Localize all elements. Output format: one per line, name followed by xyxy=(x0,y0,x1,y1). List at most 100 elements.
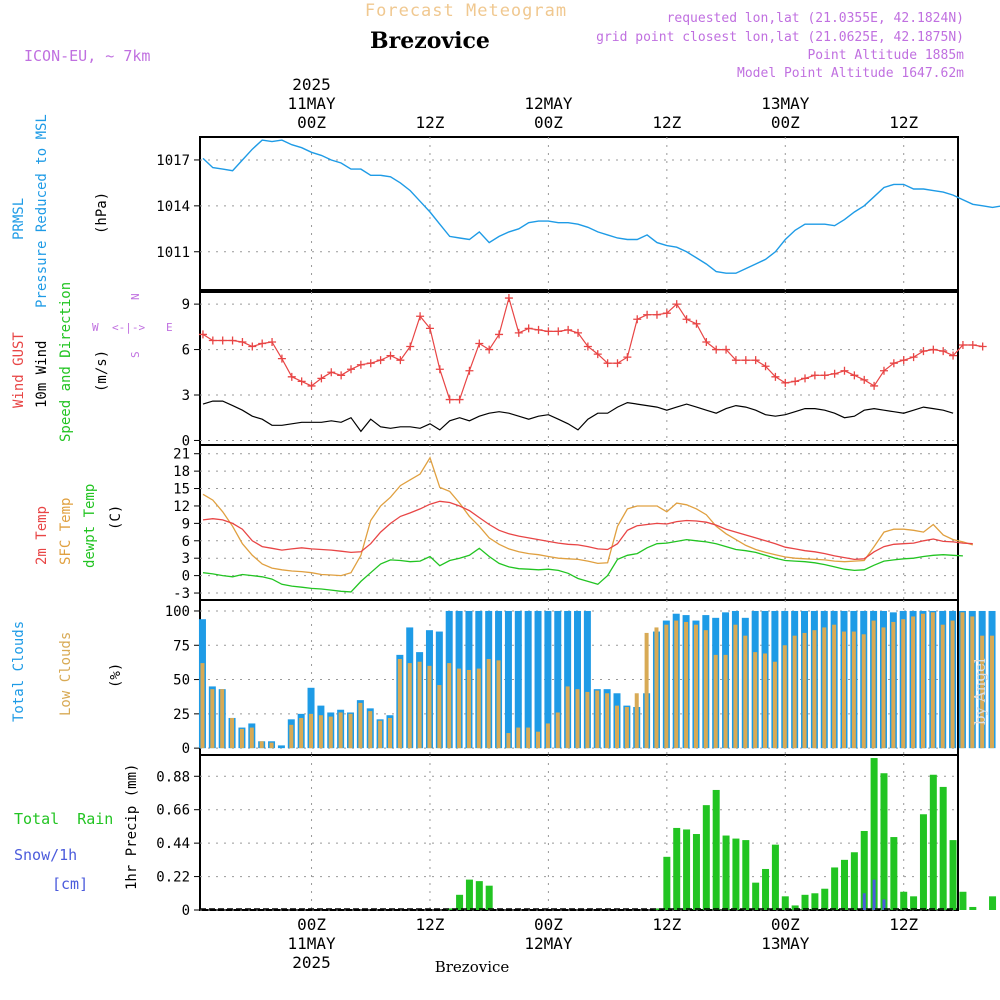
gust-label: Wind GUST xyxy=(11,332,27,408)
compass-s: S xyxy=(129,351,142,358)
rain-bar xyxy=(831,867,839,910)
rain-bar xyxy=(762,868,770,910)
rain-bar xyxy=(989,896,997,910)
low-cloud-bar xyxy=(634,693,639,749)
time-label: 11MAY xyxy=(287,94,336,113)
low-cloud-bar xyxy=(387,717,392,749)
low-cloud-bar xyxy=(397,658,402,749)
rain-bar xyxy=(781,896,789,910)
gust-marker xyxy=(751,356,760,365)
low-cloud-bar xyxy=(595,690,600,749)
y-tick-label: 0.88 xyxy=(156,769,190,785)
compass-arrows: <-|-> xyxy=(112,321,145,334)
low-cloud-bar xyxy=(447,663,452,749)
gust-marker xyxy=(228,336,237,345)
gust-marker xyxy=(574,328,583,337)
precip-labels: Total Rain Snow/1h [cm] 1hr Precip (mm) xyxy=(14,764,140,893)
gust-marker xyxy=(939,347,948,356)
y-tick-label: 0 xyxy=(182,903,190,919)
gust-marker xyxy=(682,315,691,324)
gust-marker xyxy=(791,377,800,386)
gust-marker xyxy=(307,381,316,390)
gust-marker xyxy=(603,359,612,368)
snow-unit: [cm] xyxy=(52,875,88,893)
low-cloud-bar xyxy=(259,741,264,749)
rain-bar xyxy=(653,908,661,910)
wind-unit: (m/s) xyxy=(94,350,110,392)
gust-marker xyxy=(198,330,207,339)
model-label: ICON-EU, ~ 7km xyxy=(24,47,150,65)
time-label: 2025 xyxy=(292,75,331,94)
low-cloud-bar xyxy=(269,742,274,749)
gust-marker xyxy=(889,359,898,368)
gust-marker xyxy=(741,356,750,365)
low-cloud-bar xyxy=(358,702,363,749)
low-cloud-bar xyxy=(654,627,659,749)
y-tick-label: 6 xyxy=(182,534,190,550)
low-cloud-bar xyxy=(624,706,629,749)
wind-speed-line xyxy=(202,400,954,433)
y-tick-label: 0.44 xyxy=(156,836,190,852)
low-cloud-bar xyxy=(486,658,491,749)
snow-legend: Snow/1h xyxy=(14,846,77,864)
rain-bar xyxy=(919,814,927,910)
low-cloud-bar xyxy=(693,624,698,749)
low-cloud-bar xyxy=(506,733,511,749)
compass-w: W xyxy=(92,321,99,334)
total-cloud-bar xyxy=(544,610,552,749)
rain-bar xyxy=(949,840,957,910)
y-tick-label: 3 xyxy=(182,551,190,567)
gust-marker xyxy=(583,342,592,351)
gust-marker xyxy=(929,345,938,354)
rain-bar xyxy=(860,830,868,910)
low-cloud-bar xyxy=(368,711,373,749)
low-cloud-bar xyxy=(930,612,935,749)
low-cloud-bar xyxy=(911,616,916,749)
gust-marker xyxy=(218,336,227,345)
low-cloud-bar xyxy=(822,627,827,749)
y-tick-label: 50 xyxy=(173,673,190,689)
low-cloud-bar xyxy=(575,689,580,749)
gust-marker xyxy=(623,353,632,362)
time-label: 11MAY xyxy=(287,934,336,953)
low-cloud-bar xyxy=(743,635,748,749)
y-tick-label: 1017 xyxy=(156,153,190,169)
gust-line xyxy=(202,295,983,401)
rain-bar xyxy=(663,856,671,910)
credit-watermark: by Angel xyxy=(971,658,989,725)
y-tick-label: 0 xyxy=(182,741,190,757)
gust-marker xyxy=(879,366,888,375)
rain-bar xyxy=(791,905,799,910)
pressure-panel: 1011 1014 1017 xyxy=(156,136,1000,291)
time-label: 13MAY xyxy=(761,94,810,113)
y-tick-label: 12 xyxy=(173,499,190,515)
compass-e: E xyxy=(166,321,173,334)
rain-bar xyxy=(742,840,750,910)
temp-dewpt-label: dewpt Temp xyxy=(82,484,98,568)
rain-bar xyxy=(456,894,464,910)
low-cloud-bar xyxy=(565,686,570,749)
snow-bar xyxy=(882,899,886,910)
time-label: 2025 xyxy=(292,953,331,972)
precip-ylabel: 1hr Precip (mm) xyxy=(124,764,140,890)
low-cloud-bar xyxy=(309,713,314,749)
y-tick-label: 15 xyxy=(173,482,190,498)
low-cloud-bar xyxy=(230,717,235,749)
y-tick-label: 9 xyxy=(182,516,190,532)
dewpoint-line xyxy=(202,538,963,593)
snow-bar xyxy=(862,893,866,910)
gust-marker xyxy=(504,294,513,303)
gust-marker xyxy=(268,337,277,346)
y-tick-label: 18 xyxy=(173,464,190,480)
gust-marker xyxy=(248,342,257,351)
clouds-panel: 0 25 50 75 100 xyxy=(165,599,996,757)
low-cloud-bar xyxy=(220,689,225,749)
gust-marker xyxy=(761,362,770,371)
gust-marker xyxy=(277,354,286,363)
gust-marker xyxy=(238,337,247,346)
rain-bar xyxy=(870,758,878,910)
gust-marker xyxy=(337,371,346,380)
y-tick-label: 0.66 xyxy=(156,803,190,819)
gust-marker xyxy=(524,324,533,333)
low-cloud-bar xyxy=(210,689,215,749)
